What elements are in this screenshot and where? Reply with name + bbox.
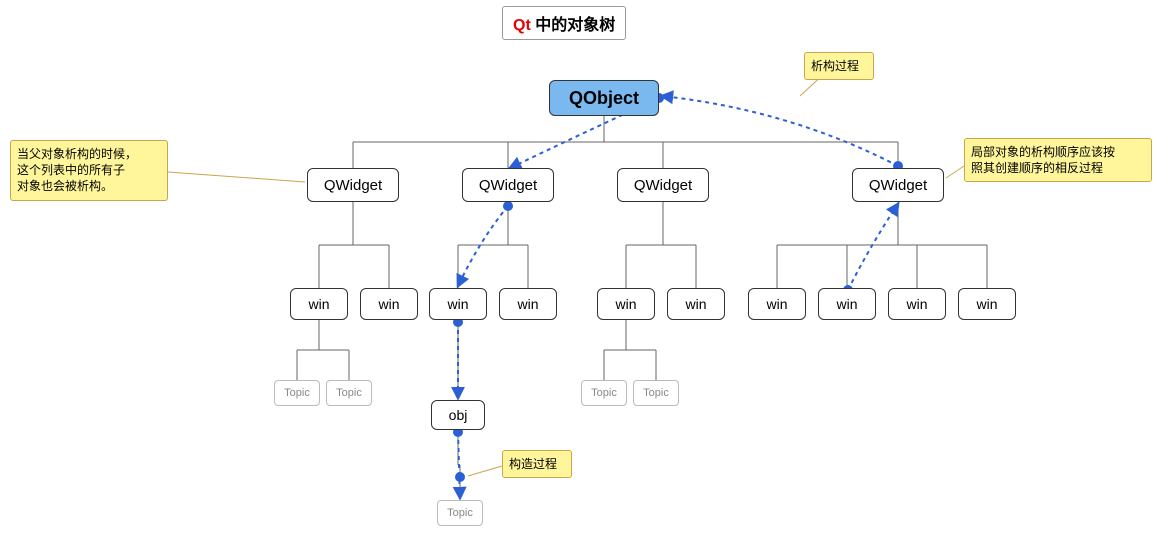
node-w43: win — [888, 288, 946, 320]
node-root: QObject — [549, 80, 659, 116]
node-w31: win — [597, 288, 655, 320]
node-w12: win — [360, 288, 418, 320]
callout-destruct-left: 当父对象析构的时候，这个列表中的所有子对象也会被析构。 — [10, 140, 168, 201]
node-w42: win — [818, 288, 876, 320]
node-t12: Topic — [326, 380, 372, 406]
node-w44: win — [958, 288, 1016, 320]
node-tObj: Topic — [437, 500, 483, 526]
node-qw1: QWidget — [307, 168, 399, 202]
node-w11: win — [290, 288, 348, 320]
diagram-title: Qt 中的对象树 — [502, 6, 626, 40]
node-w21: win — [429, 288, 487, 320]
node-obj: obj — [431, 400, 485, 430]
node-t32: Topic — [633, 380, 679, 406]
callout-construct: 构造过程 — [502, 450, 572, 478]
node-w22: win — [499, 288, 557, 320]
node-w32: win — [667, 288, 725, 320]
title-black: 中的对象树 — [531, 17, 615, 34]
node-qw2: QWidget — [462, 168, 554, 202]
node-qw4: QWidget — [852, 168, 944, 202]
callout-order-right: 局部对象的析构顺序应该按照其创建顺序的相反过程 — [964, 138, 1152, 182]
node-qw3: QWidget — [617, 168, 709, 202]
node-t11: Topic — [274, 380, 320, 406]
node-t31: Topic — [581, 380, 627, 406]
node-w41: win — [748, 288, 806, 320]
title-red: Qt — [513, 17, 531, 34]
callout-destruct-label: 析构过程 — [804, 52, 874, 80]
